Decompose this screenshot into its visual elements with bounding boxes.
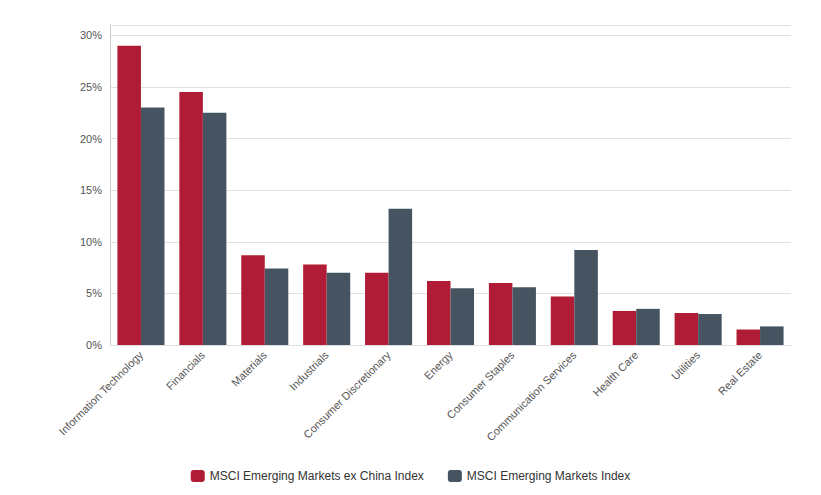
svg-text:10%: 10% xyxy=(80,236,102,248)
svg-text:MSCI Emerging Markets Index: MSCI Emerging Markets Index xyxy=(467,469,630,483)
svg-text:30%: 30% xyxy=(80,29,102,41)
svg-text:Materials: Materials xyxy=(229,348,269,388)
svg-text:Industrials: Industrials xyxy=(287,348,331,392)
svg-text:5%: 5% xyxy=(86,287,102,299)
svg-text:Communication Services: Communication Services xyxy=(484,348,579,443)
svg-text:Consumer Discretionary: Consumer Discretionary xyxy=(301,348,393,440)
svg-text:25%: 25% xyxy=(80,81,102,93)
svg-text:Information Technology: Information Technology xyxy=(57,348,146,437)
svg-text:Financials: Financials xyxy=(164,348,208,392)
svg-text:Energy: Energy xyxy=(422,348,455,381)
svg-text:20%: 20% xyxy=(80,133,102,145)
svg-text:Utilities: Utilities xyxy=(669,348,703,382)
svg-text:Consumer Staples: Consumer Staples xyxy=(444,348,517,421)
svg-text:Real Estate: Real Estate xyxy=(716,349,765,398)
svg-text:MSCI Emerging Markets ex China: MSCI Emerging Markets ex China Index xyxy=(210,469,424,483)
svg-text:0%: 0% xyxy=(86,339,102,351)
svg-text:Health Care: Health Care xyxy=(591,349,641,399)
svg-text:15%: 15% xyxy=(80,184,102,196)
